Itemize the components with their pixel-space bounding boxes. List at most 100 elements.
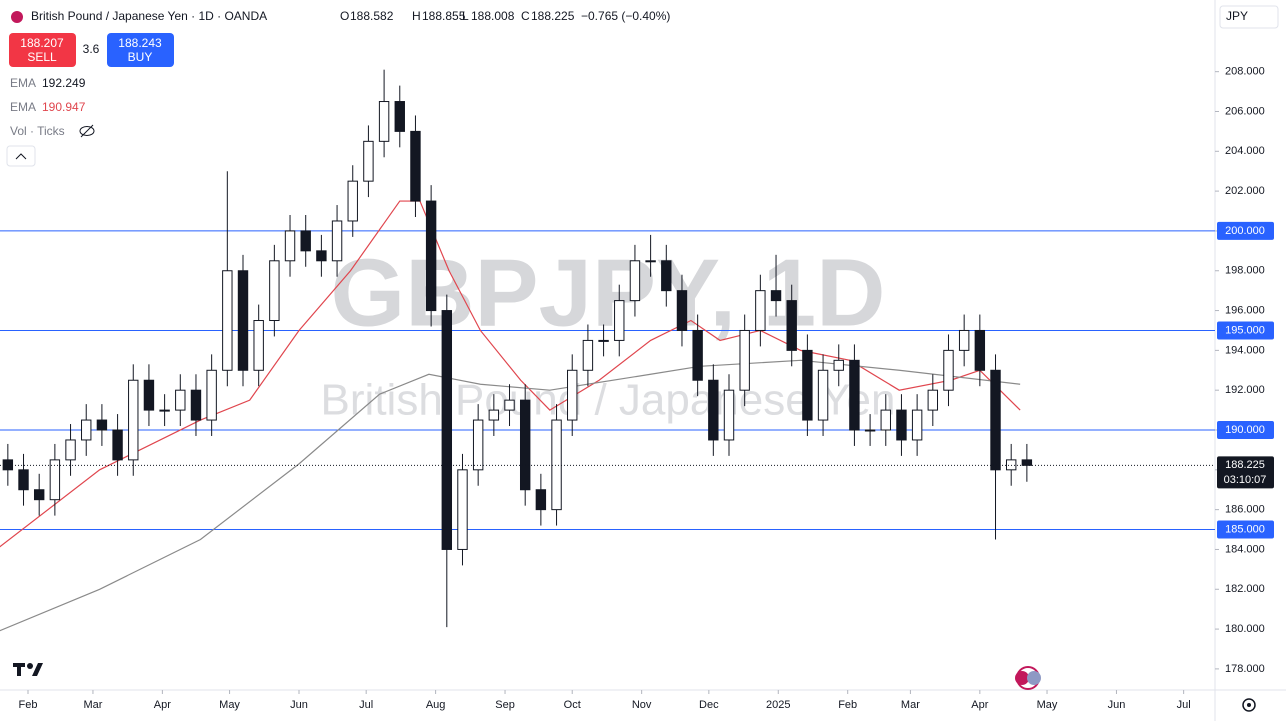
- currency[interactable]: JPY: [1226, 9, 1248, 23]
- eye[interactable]: [79, 126, 95, 136]
- currency-button[interactable]: JPY: [1219, 5, 1279, 29]
- flag-icon: [1015, 666, 1041, 690]
- plot: [0, 69, 1215, 632]
- candle-body: [347, 180, 358, 222]
- candle-body: [755, 290, 766, 331]
- candle-body: [331, 220, 343, 262]
- hide-icon[interactable]: [79, 124, 95, 138]
- y-tick-label: 180.000: [1225, 623, 1265, 635]
- candle-body: [833, 359, 844, 371]
- indicator-value: 190.947: [42, 100, 86, 114]
- candle-body: [535, 489, 547, 511]
- buy-bg[interactable]: [107, 33, 174, 67]
- x-tick-label: 2025: [766, 699, 790, 711]
- candle-body: [770, 290, 782, 302]
- y-tick-label: 198.000: [1225, 265, 1265, 277]
- buy-label[interactable]: BUY: [128, 50, 153, 64]
- candle-body: [472, 419, 484, 471]
- candle-body: [488, 409, 500, 421]
- candle-body: [629, 260, 641, 302]
- candle-body: [363, 140, 374, 182]
- candle-body: [974, 329, 986, 371]
- y-tick-label: 204.000: [1225, 145, 1265, 157]
- level-label: 190.000: [1225, 424, 1265, 436]
- gear[interactable]: [1242, 698, 1256, 712]
- buy-price[interactable]: 188.243: [118, 36, 162, 50]
- candle-body: [253, 320, 264, 371]
- candle-body: [582, 339, 594, 371]
- ohlc-low-label: L: [462, 9, 469, 23]
- x-tick-label: Mar: [83, 699, 102, 711]
- candle-body: [284, 230, 296, 262]
- gear-center[interactable]: [1247, 703, 1251, 707]
- x-tick-label: Apr: [971, 699, 988, 711]
- candle-body: [394, 101, 405, 132]
- collapse-bg[interactable]: [6, 145, 36, 167]
- currency-bg[interactable]: [1219, 5, 1279, 29]
- candle-body: [128, 379, 139, 461]
- candle-body: [1021, 459, 1033, 466]
- candle-body: [81, 419, 92, 441]
- candle-body: [519, 399, 531, 491]
- last-price-bg: [1217, 456, 1274, 489]
- x-tick-label: Aug: [426, 699, 446, 711]
- y-tick-label: 194.000: [1225, 344, 1265, 356]
- watermark-name: British Pound / Japanese Yen: [321, 376, 896, 425]
- volume-label: Vol · Ticks: [10, 124, 65, 138]
- ohlc-change: −0.765 (−0.40%): [581, 9, 670, 23]
- x-tick-label: Dec: [699, 699, 719, 711]
- candle-body: [65, 439, 76, 461]
- x-tick-label: Nov: [632, 699, 652, 711]
- candle-body: [723, 389, 735, 441]
- candle-body: [222, 270, 233, 371]
- ohlc-close-label: C: [521, 9, 530, 23]
- candle-body: [49, 459, 61, 501]
- candle-body: [567, 369, 578, 421]
- candle-body: [864, 429, 876, 432]
- x-tick-label: Jul: [1177, 699, 1191, 711]
- y-tick-label: 206.000: [1225, 105, 1265, 117]
- countdown: 03:10:07: [1224, 474, 1267, 486]
- candle-body: [457, 469, 468, 550]
- candle-body: [802, 349, 813, 421]
- level-label-bg: [1217, 321, 1274, 340]
- ohlc-high-label: H: [412, 9, 421, 23]
- indicator-name: EMA: [10, 100, 36, 114]
- x-tick-label: May: [219, 699, 240, 711]
- candle-body: [504, 399, 515, 411]
- sell-label[interactable]: SELL: [27, 50, 57, 64]
- sell-price[interactable]: 188.207: [20, 36, 64, 50]
- settings-icon[interactable]: [1242, 698, 1256, 712]
- collapse-button[interactable]: [6, 145, 36, 167]
- candle-body: [990, 369, 1001, 471]
- buy-button[interactable]: 188.243 BUY: [107, 33, 174, 67]
- candle-body: [269, 260, 280, 322]
- candle-body: [206, 369, 217, 421]
- y-tick-label: 182.000: [1225, 583, 1265, 595]
- candle-body: [143, 379, 155, 411]
- candle-body: [33, 489, 45, 501]
- candle-body: [175, 389, 186, 411]
- x-tick-label: Oct: [564, 699, 581, 711]
- candle-body: [958, 329, 970, 351]
- eye-slash[interactable]: [80, 124, 94, 138]
- ema-line: [0, 359, 1021, 632]
- ohlc-close: 188.225: [531, 9, 575, 23]
- candle-body: [2, 459, 14, 471]
- sell-button[interactable]: 188.207 SELL: [9, 33, 76, 67]
- x-tick-label: May: [1037, 699, 1058, 711]
- candle-body: [614, 300, 625, 341]
- indicator-value: 192.249: [42, 76, 86, 90]
- level-label: 195.000: [1225, 324, 1265, 336]
- sell-bg[interactable]: [9, 33, 76, 67]
- logo-part: [27, 663, 33, 669]
- symbol-title: British Pound / Japanese Yen · 1D · OAND…: [31, 9, 267, 23]
- candle-body: [425, 200, 437, 312]
- collapse-arrow[interactable]: [15, 153, 27, 160]
- logo-part: [32, 663, 43, 676]
- ohlc-open: 188.582: [350, 9, 394, 23]
- x-tick-label: Jun: [1108, 699, 1126, 711]
- candle-body: [190, 389, 202, 421]
- candle-body: [661, 260, 672, 292]
